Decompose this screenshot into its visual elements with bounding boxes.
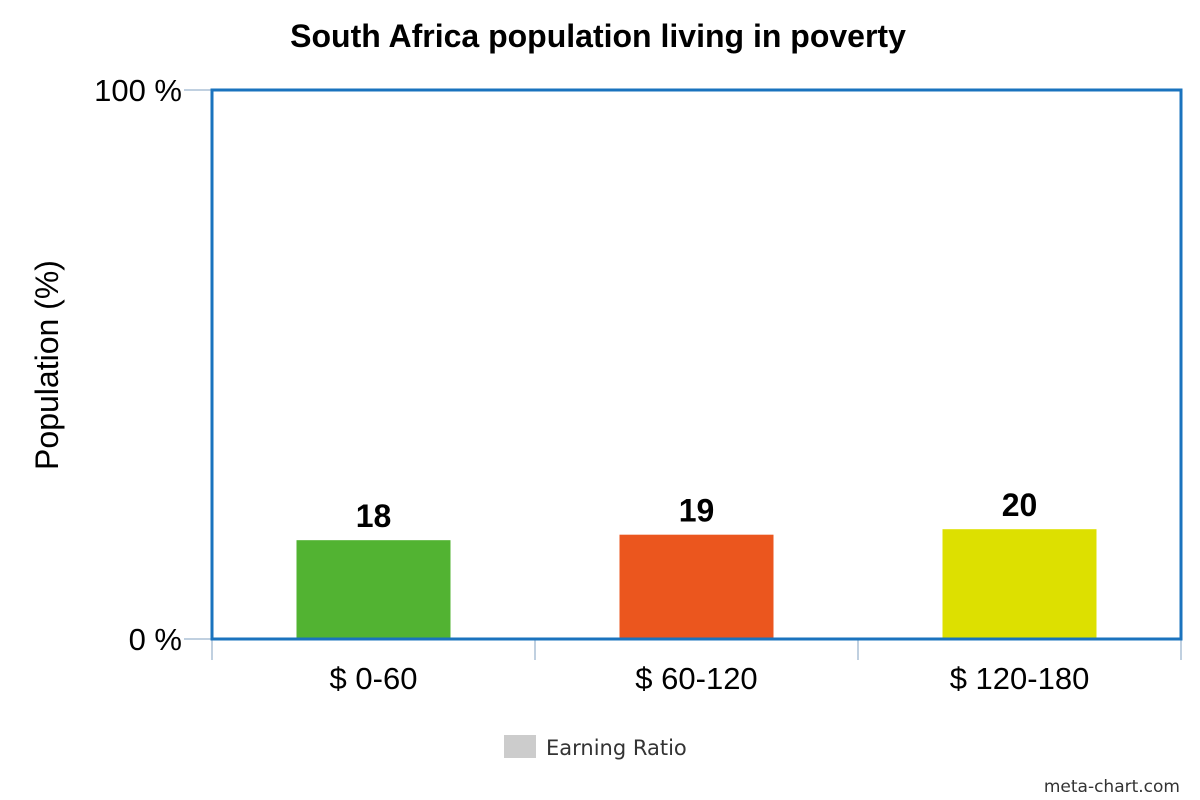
tick-layer: 0 % 100 % $ 0-60 $ 60-120 $ 120-180 xyxy=(94,73,1182,696)
bar[interactable] xyxy=(296,540,451,639)
bars-layer xyxy=(296,529,1097,639)
credit-link[interactable]: meta-chart.com xyxy=(1044,777,1180,797)
x-tick-label: $ 0-60 xyxy=(330,661,418,696)
y-tick-label: 0 % xyxy=(129,622,182,657)
x-tick-label: $ 120-180 xyxy=(950,661,1090,696)
y-tick-label: 100 % xyxy=(94,73,182,108)
x-tick-label: $ 60-120 xyxy=(635,661,757,696)
data-label: 18 xyxy=(356,498,392,534)
bar[interactable] xyxy=(619,534,774,639)
chart-title: South Africa population living in povert… xyxy=(290,18,906,54)
legend-swatch xyxy=(504,735,536,758)
y-axis-label: Population (%) xyxy=(29,260,65,470)
plot-area-border xyxy=(210,88,1183,641)
legend[interactable]: Earning Ratio xyxy=(504,735,687,760)
data-labels-layer: 18 19 20 xyxy=(356,487,1038,534)
data-label: 19 xyxy=(679,493,715,529)
data-label: 20 xyxy=(1002,487,1038,523)
legend-label: Earning Ratio xyxy=(546,736,687,760)
bar[interactable] xyxy=(942,529,1097,639)
